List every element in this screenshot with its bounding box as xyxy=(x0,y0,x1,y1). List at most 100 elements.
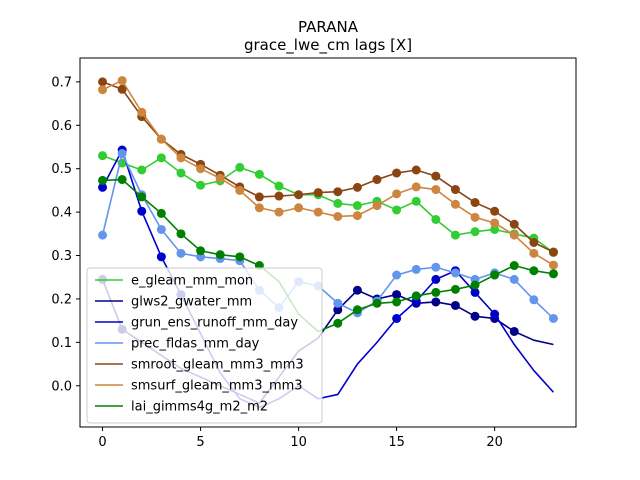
data-point xyxy=(450,300,460,310)
x-tick-label: 10 xyxy=(290,435,307,450)
legend-entry-lai_gimms4g_m2_m2: lai_gimms4g_m2_m2 xyxy=(95,400,268,415)
data-point xyxy=(196,180,206,190)
series-line-smsurf_gleam_mm3_mm3 xyxy=(102,79,554,266)
series-smroot_gleam_mm3_mm3 xyxy=(98,77,558,257)
data-point xyxy=(196,164,206,174)
data-point xyxy=(490,206,500,216)
y-tick-label: 0.2 xyxy=(51,292,72,307)
data-point xyxy=(294,190,304,200)
data-point xyxy=(470,227,480,237)
data-point xyxy=(176,153,186,163)
data-point xyxy=(411,291,421,301)
data-point xyxy=(333,211,343,221)
legend-label: smsurf_gleam_mm3_mm3 xyxy=(131,379,303,394)
data-point xyxy=(392,205,402,215)
data-point xyxy=(137,165,147,175)
data-point xyxy=(176,168,186,178)
data-point xyxy=(392,168,402,178)
data-point xyxy=(470,287,480,297)
data-point xyxy=(529,295,539,305)
data-point xyxy=(450,199,460,209)
data-point xyxy=(98,85,108,95)
data-point xyxy=(431,214,441,224)
data-point xyxy=(254,192,264,202)
data-point xyxy=(431,274,441,284)
data-point xyxy=(274,181,284,191)
data-point xyxy=(392,297,402,307)
series-e_gleam_mm_mon xyxy=(98,151,558,257)
data-point xyxy=(117,76,127,86)
data-point xyxy=(548,313,558,323)
x-tick-label: 15 xyxy=(388,435,405,450)
data-point xyxy=(372,175,382,185)
series-layer xyxy=(98,76,558,409)
data-point xyxy=(372,201,382,211)
data-point xyxy=(411,165,421,175)
data-point xyxy=(98,182,108,192)
data-point xyxy=(490,224,500,234)
series-lai_gimms4g_m2_m2 xyxy=(98,175,558,333)
data-point xyxy=(352,182,362,192)
data-point xyxy=(470,212,480,222)
data-point xyxy=(470,198,480,208)
legend: e_gleam_mm_mon glws2_gwater_mm grun_ens_ru… xyxy=(86,267,323,424)
data-point xyxy=(548,269,558,279)
data-point xyxy=(294,203,304,213)
data-point xyxy=(509,230,519,240)
data-point xyxy=(548,260,558,270)
data-point xyxy=(176,248,186,258)
axes-layer: 0 5 10 15 20 0.0 0.1 0.2 0.3 0.4 0.5 0.6 0.7 xyxy=(51,57,577,450)
data-point xyxy=(235,185,245,195)
data-point xyxy=(392,290,402,300)
legend-label: prec_fldas_mm_day xyxy=(131,337,260,352)
legend-label: e_gleam_mm_mon xyxy=(131,274,253,289)
data-point xyxy=(98,151,108,161)
data-point xyxy=(313,207,323,217)
data-point xyxy=(509,274,519,284)
data-point xyxy=(254,203,264,213)
data-point xyxy=(137,206,147,216)
legend-label: glws2_gwater_mm xyxy=(131,295,252,310)
data-point xyxy=(313,188,323,198)
legend-label: grun_ens_runoff_mm_day xyxy=(131,316,298,331)
data-point xyxy=(215,250,225,260)
data-point xyxy=(274,207,284,217)
legend-entry-e_gleam_mm_mon: e_gleam_mm_mon xyxy=(95,274,253,289)
y-tick-label: 0.7 xyxy=(51,75,72,90)
series-line-smroot_gleam_mm3_mm3 xyxy=(102,81,554,253)
data-point xyxy=(431,262,441,272)
data-point xyxy=(352,285,362,295)
data-point xyxy=(137,192,147,202)
data-point xyxy=(137,107,147,117)
data-point xyxy=(431,287,441,297)
data-point xyxy=(509,326,519,336)
data-point xyxy=(215,173,225,183)
data-point xyxy=(156,252,166,262)
y-tick-label: 0.0 xyxy=(51,379,72,394)
data-point xyxy=(392,189,402,199)
data-point xyxy=(333,298,343,308)
x-tick-label: 20 xyxy=(486,435,503,450)
data-point xyxy=(529,248,539,258)
series-line-e_gleam_mm_mon xyxy=(102,154,554,254)
data-point xyxy=(392,313,402,323)
y-tick-label: 0.4 xyxy=(51,206,72,221)
data-point xyxy=(117,84,127,94)
legend-box xyxy=(86,267,323,424)
data-point xyxy=(333,198,343,208)
y-tick-label: 0.5 xyxy=(51,162,72,177)
legend-entry-smroot_gleam_mm3_mm3: smroot_gleam_mm3_mm3 xyxy=(95,358,304,373)
data-point xyxy=(529,266,539,276)
data-point xyxy=(490,309,500,319)
data-point xyxy=(98,230,108,240)
data-point xyxy=(235,162,245,172)
data-point xyxy=(333,305,343,315)
data-point xyxy=(490,218,500,228)
series-smsurf_gleam_mm3_mm3 xyxy=(98,76,558,270)
data-point xyxy=(196,246,206,256)
chart-title: PARANA xyxy=(298,18,359,36)
legend-entry-grun_ens_runoff_mm_day: grun_ens_runoff_mm_day xyxy=(95,316,298,331)
data-point xyxy=(450,230,460,240)
data-point xyxy=(156,134,166,144)
